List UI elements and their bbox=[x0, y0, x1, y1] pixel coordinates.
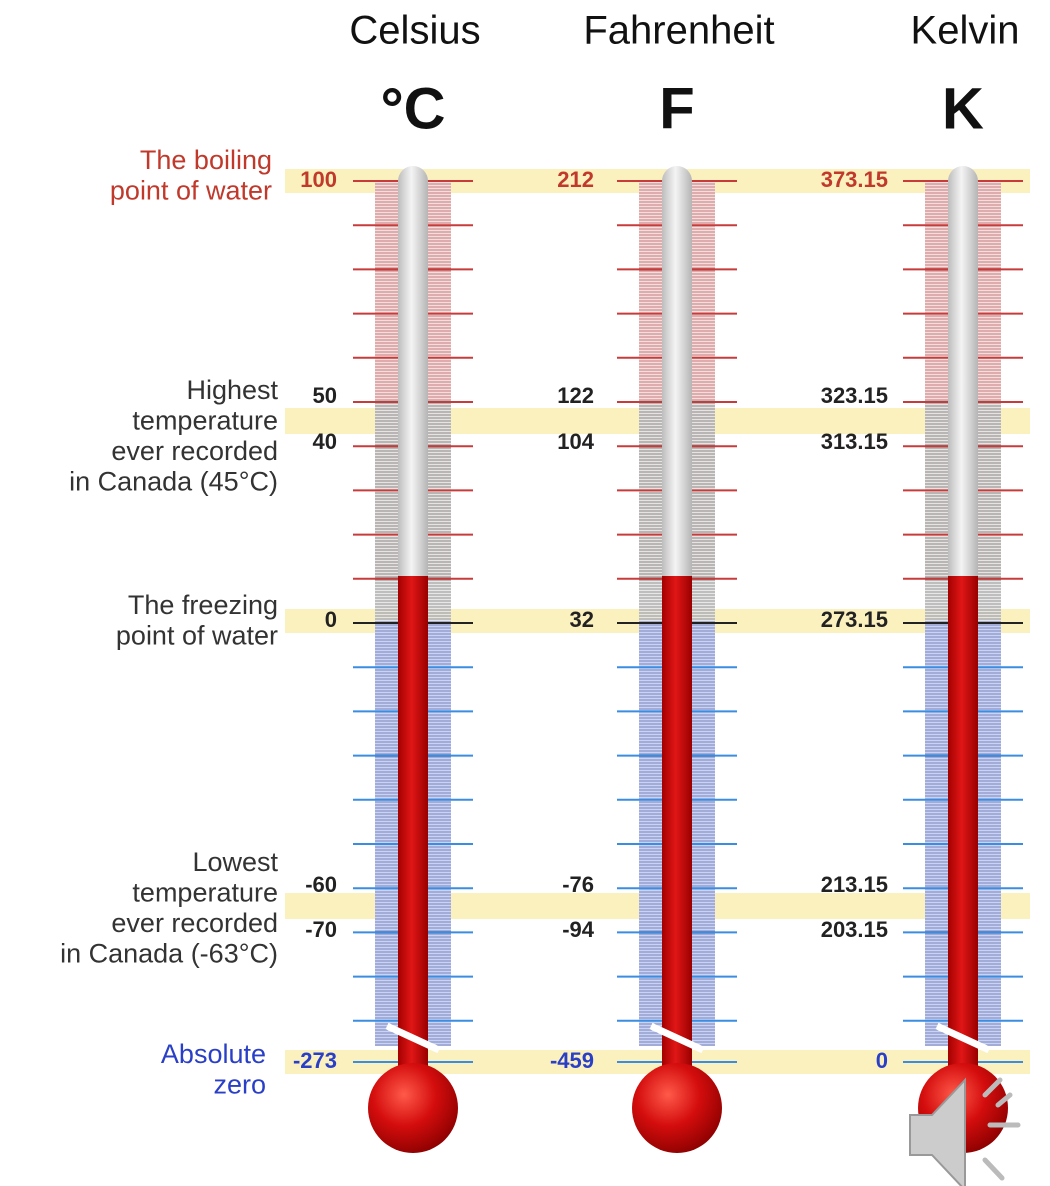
scale-symbol: F bbox=[659, 76, 694, 141]
bulb bbox=[632, 1063, 722, 1153]
annotation-line: in Canada (45°C) bbox=[69, 467, 278, 497]
thermometer bbox=[617, 166, 737, 1153]
mark-label: 323.15 bbox=[821, 383, 888, 408]
scale-symbol: °C bbox=[380, 76, 445, 141]
mark-label: 32 bbox=[570, 607, 594, 632]
mark-label: 122 bbox=[557, 383, 594, 408]
scale-strip bbox=[925, 400, 949, 621]
scale-strip bbox=[691, 621, 715, 1046]
scale-strip bbox=[427, 400, 451, 621]
annotation-line: in Canada (-63°C) bbox=[60, 939, 278, 969]
mark-label: 0 bbox=[325, 607, 337, 632]
mercury bbox=[662, 576, 692, 1086]
bulb bbox=[368, 1063, 458, 1153]
thermometer bbox=[353, 166, 473, 1153]
scale-strip bbox=[977, 621, 1001, 1046]
annotation-line: ever recorded bbox=[111, 908, 278, 938]
annotation-line: temperature bbox=[132, 878, 278, 908]
scale-strip bbox=[427, 621, 451, 1046]
scale-strip bbox=[639, 621, 663, 1046]
mark-label: 273.15 bbox=[821, 607, 888, 632]
annotation-line: point of water bbox=[116, 621, 278, 651]
scale-strip bbox=[375, 400, 399, 621]
scale-name: Celsius bbox=[349, 9, 480, 53]
thermometer bbox=[903, 166, 1023, 1153]
annotation-line: zero bbox=[213, 1070, 266, 1100]
mark-label: 313.15 bbox=[821, 429, 888, 454]
mark-label: 213.15 bbox=[821, 872, 888, 897]
mark-label: -459 bbox=[550, 1048, 594, 1073]
mercury bbox=[948, 576, 978, 1086]
annotation-line: The boiling bbox=[140, 145, 272, 175]
scale-symbol: K bbox=[942, 76, 984, 141]
scale-strip bbox=[977, 400, 1001, 621]
scale-strip bbox=[691, 400, 715, 621]
mark-label: 373.15 bbox=[821, 167, 888, 192]
annotation-line: point of water bbox=[110, 176, 272, 206]
annotation-line: Absolute bbox=[161, 1039, 266, 1069]
diagram: Celsius °C 100 50 40 0 -60 -70 -273 Fahrenheit F 21… bbox=[0, 0, 1050, 1186]
mercury bbox=[398, 576, 428, 1086]
mark-label: 0 bbox=[876, 1048, 888, 1073]
annotation-line: temperature bbox=[132, 406, 278, 436]
scale-strip bbox=[375, 621, 399, 1046]
annotation-line: Highest bbox=[186, 375, 278, 405]
mark-label: 100 bbox=[300, 167, 337, 192]
scale-name: Fahrenheit bbox=[583, 9, 774, 53]
mark-label: 104 bbox=[557, 429, 594, 454]
annotation-line: The freezing bbox=[128, 590, 278, 620]
mark-label: 50 bbox=[313, 383, 337, 408]
mark-label: 40 bbox=[313, 429, 337, 454]
scale-name: Kelvin bbox=[911, 9, 1020, 53]
mark-label: -60 bbox=[305, 872, 337, 897]
annotation-line: ever recorded bbox=[111, 436, 278, 466]
mark-label: 212 bbox=[557, 167, 594, 192]
scale-strip bbox=[639, 400, 663, 621]
mark-label: -76 bbox=[562, 872, 594, 897]
annotation-line: Lowest bbox=[192, 847, 278, 877]
mark-label: -94 bbox=[562, 917, 595, 942]
scale-strip bbox=[925, 621, 949, 1046]
mark-label: -273 bbox=[293, 1048, 337, 1073]
mark-label: 203.15 bbox=[821, 917, 888, 942]
mark-label: -70 bbox=[305, 917, 337, 942]
